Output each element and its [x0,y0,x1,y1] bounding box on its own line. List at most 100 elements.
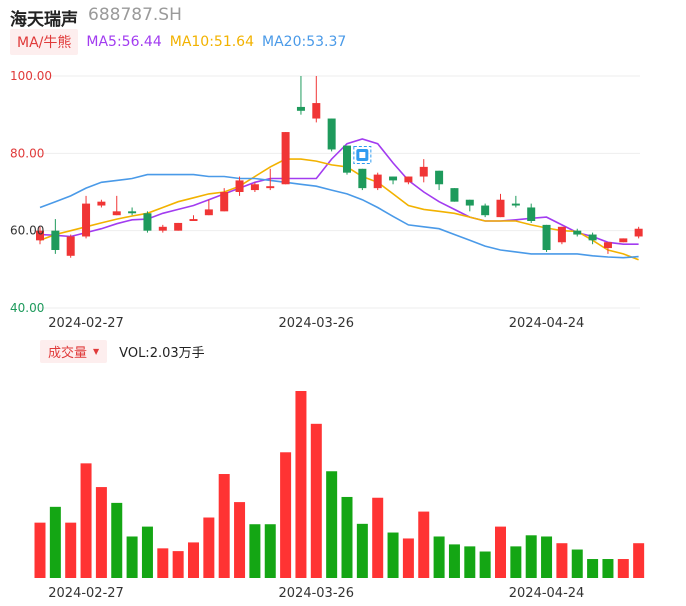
volume-bar [556,543,568,578]
candle-body [373,174,382,189]
candle-body [51,230,60,250]
candle-body [481,205,490,216]
candle-body [189,219,198,221]
volume-legend: 成交量 ▼ VOL:2.03万手 [40,339,205,363]
ma-line-ma5 [39,138,639,245]
candle-body [327,118,336,150]
ma5-legend: MA5:56.44 [86,34,162,50]
volume-bar [541,536,553,578]
y-axis-label: 40.00 [10,301,44,315]
candle-body [404,176,413,183]
volume-bar [617,559,629,578]
candle-body [389,176,398,181]
volume-value: VOL:2.03万手 [119,345,205,361]
volume-bar [310,423,322,578]
volume-bar [372,497,384,578]
volume-bar [234,502,246,578]
x-tick-label: 2024-02-27 [48,316,124,331]
candle-body [128,211,137,214]
volume-bar [571,549,583,578]
volume-bar [157,548,169,578]
candle-body [588,234,597,241]
x-tick-label: 2024-02-27 [48,586,124,601]
volume-bar [264,524,276,578]
volume-toggle-label: 成交量 [48,345,88,361]
volume-bar [387,532,399,578]
candle-body [419,166,428,177]
volume-bar [188,542,199,578]
volume-date-labels: 2024-02-27 2024-03-26 2024-04-24 [48,586,584,601]
volume-bar [126,536,138,578]
volume-bars [34,391,645,578]
volume-bar [34,522,46,578]
candle-body [143,213,152,231]
price-date-labels: 2024-02-27 2024-03-26 2024-04-24 [48,316,584,331]
candles [36,76,643,258]
volume-bar [495,526,506,578]
volume-bar [633,543,645,578]
volume-bar [418,511,430,578]
volume-bar [525,535,537,578]
candle-body [435,170,444,185]
volume-bar [602,559,614,578]
price-axis-labels: 100.00 80.00 60.00 40.00 [10,69,52,315]
volume-bar [141,526,153,578]
candle-body [343,145,351,173]
candle-body [511,203,520,206]
stock-name: 海天瑞声 [10,10,78,30]
price-grid [30,75,640,309]
candle-body [634,228,643,237]
ma10-legend: MA10:51.64 [169,34,255,50]
candle-body [527,207,536,221]
y-axis-label: 80.00 [10,146,44,160]
volume-bar [326,471,338,578]
y-axis-label: 100.00 [10,69,52,83]
x-tick-label: 2024-04-24 [509,586,585,601]
candle-body [112,211,121,216]
x-tick-label: 2024-03-26 [279,586,355,601]
ma20-legend: MA20:53.37 [262,34,347,50]
volume-bar [95,487,107,578]
volume-bar [65,522,77,578]
volume-bar [203,517,215,578]
volume-toggle-button[interactable]: 成交量 ▼ [40,339,108,363]
marker-frame [353,146,372,164]
stock-code: 688787.SH [88,5,182,25]
candle-body [220,192,229,212]
candle-body [36,230,44,241]
volume-bar [80,463,92,578]
candle-body [465,199,474,206]
volume-bar [510,546,522,578]
volume-bar [587,559,599,578]
candle-body [97,201,106,206]
candle-body [204,209,213,216]
volume-bar [172,551,184,578]
candle-body [557,226,566,243]
candle-body [82,203,91,237]
candle-body [312,103,321,119]
candle-body [296,106,305,111]
y-axis-label: 60.00 [10,224,44,238]
candle-body [496,199,505,218]
volume-bar [49,506,61,578]
candle-body [235,180,244,192]
candle-body [174,222,183,231]
x-tick-label: 2024-03-26 [279,316,355,331]
candle-body [266,186,275,189]
candle-body [573,230,582,235]
chart-header: 海天瑞声 688787.SH MA/牛熊 MA5:56.44 MA10:51.6… [0,0,686,60]
volume-bar [464,546,476,578]
marker-icon[interactable] [353,146,372,164]
candle-body [603,242,612,249]
volume-bar [295,391,307,578]
ma-legend: MA/牛熊 MA5:56.44 MA10:51.64 MA20:53.37 [10,29,347,55]
ma-toggle-button[interactable]: MA/牛熊 [10,29,79,55]
candle-body [542,224,551,250]
volume-bar [479,551,491,578]
volume-bar [402,538,414,578]
volume-bar [218,474,230,578]
volume-bar [111,502,123,578]
dropdown-triangle-icon: ▼ [93,346,100,356]
candle-body [619,238,628,243]
